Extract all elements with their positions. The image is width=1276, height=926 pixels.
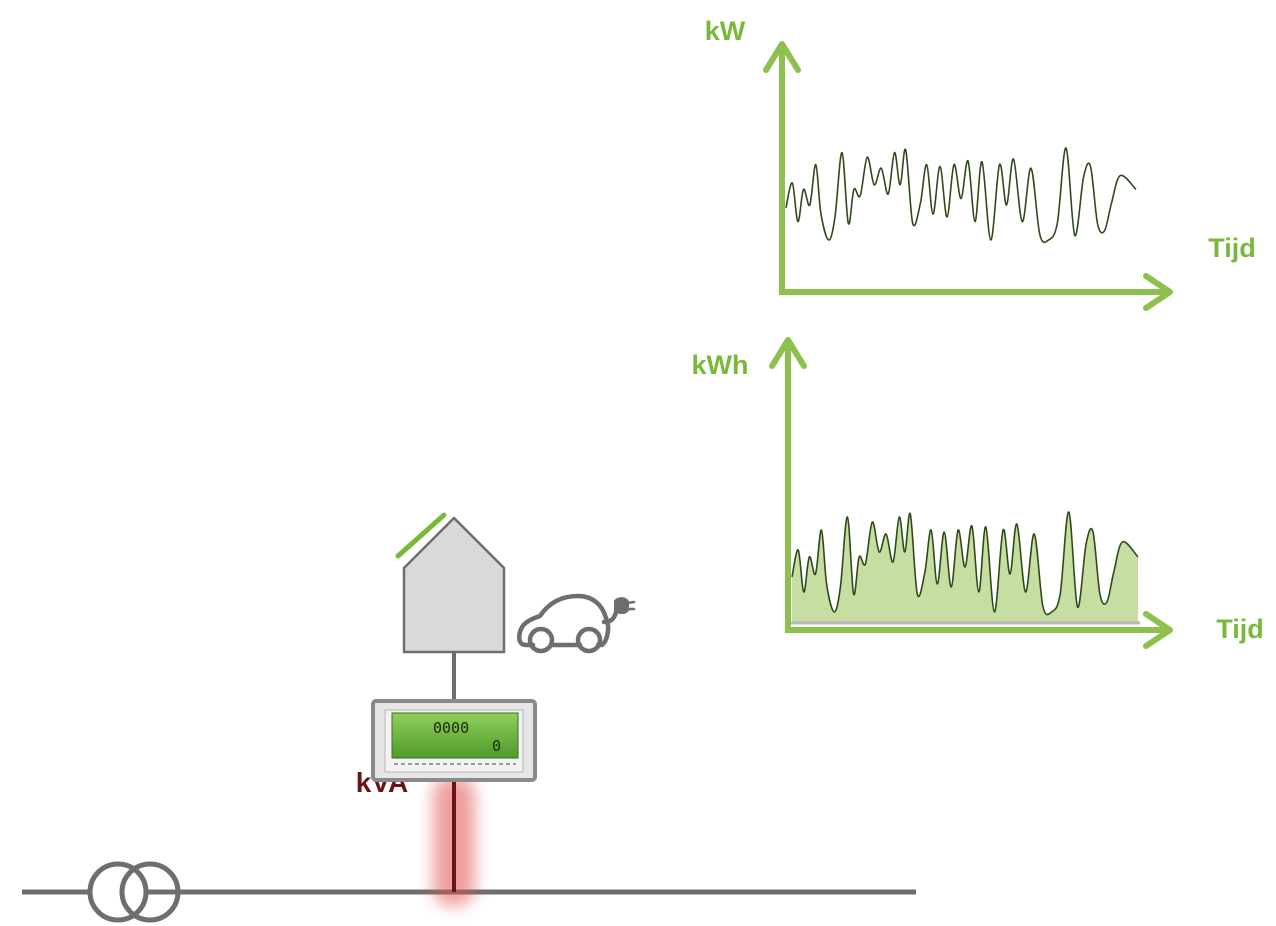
energy-chart: kWh Tijd: [692, 337, 1264, 649]
power-y-label: kW: [705, 16, 746, 46]
energy-x-label: Tijd: [1216, 614, 1264, 644]
power-chart: kW Tijd: [705, 16, 1256, 311]
power-y-arrow-icon: [763, 41, 801, 73]
meter-display: [391, 712, 519, 759]
power-signal-line: [785, 147, 1137, 244]
energy-y-arrow-icon: [769, 337, 807, 369]
energy-y-label: kWh: [692, 350, 749, 380]
energy-x-arrow-icon: [1143, 611, 1173, 649]
solar-panel-icon: [395, 512, 447, 559]
power-x-arrow-icon: [1143, 273, 1173, 311]
meter-reading: 0000: [433, 719, 469, 737]
meter-small-reading: 0: [492, 737, 501, 755]
kva-connection: kVA: [356, 767, 475, 906]
energy-signal-line: [791, 511, 1139, 616]
house-icon: [402, 516, 506, 654]
transformer-icon: [87, 861, 181, 923]
power-x-label: Tijd: [1208, 233, 1256, 263]
plug-icon: [614, 597, 636, 614]
electric-car-icon: [517, 593, 619, 654]
smart-meter-icon: 0000 0: [371, 699, 537, 782]
energy-area: [792, 511, 1138, 622]
